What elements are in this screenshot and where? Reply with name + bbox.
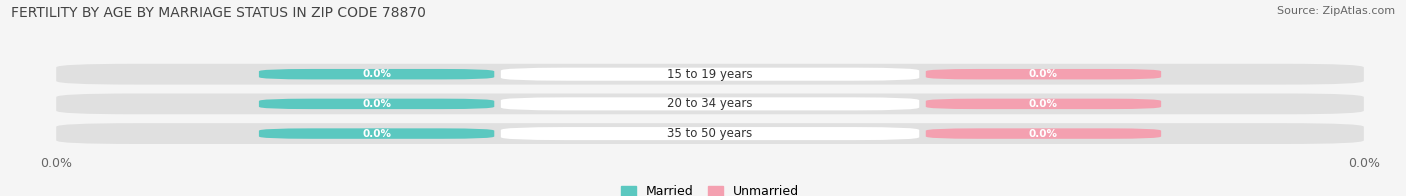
FancyBboxPatch shape <box>925 128 1161 139</box>
Text: 15 to 19 years: 15 to 19 years <box>668 68 752 81</box>
FancyBboxPatch shape <box>56 123 1364 144</box>
FancyBboxPatch shape <box>259 128 495 139</box>
FancyBboxPatch shape <box>501 68 920 81</box>
Text: 0.0%: 0.0% <box>363 69 391 79</box>
FancyBboxPatch shape <box>56 64 1364 85</box>
Text: 0.0%: 0.0% <box>363 99 391 109</box>
Text: 0.0%: 0.0% <box>1029 99 1057 109</box>
FancyBboxPatch shape <box>259 99 495 109</box>
FancyBboxPatch shape <box>259 69 495 79</box>
Text: 20 to 34 years: 20 to 34 years <box>668 97 752 110</box>
FancyBboxPatch shape <box>925 99 1161 109</box>
FancyBboxPatch shape <box>925 69 1161 79</box>
Legend: Married, Unmarried: Married, Unmarried <box>616 181 804 196</box>
FancyBboxPatch shape <box>56 93 1364 114</box>
Text: FERTILITY BY AGE BY MARRIAGE STATUS IN ZIP CODE 78870: FERTILITY BY AGE BY MARRIAGE STATUS IN Z… <box>11 6 426 20</box>
Text: 0.0%: 0.0% <box>1029 69 1057 79</box>
Text: Source: ZipAtlas.com: Source: ZipAtlas.com <box>1277 6 1395 16</box>
FancyBboxPatch shape <box>501 127 920 140</box>
Text: 0.0%: 0.0% <box>363 129 391 139</box>
FancyBboxPatch shape <box>501 97 920 110</box>
Text: 0.0%: 0.0% <box>1029 129 1057 139</box>
Text: 35 to 50 years: 35 to 50 years <box>668 127 752 140</box>
